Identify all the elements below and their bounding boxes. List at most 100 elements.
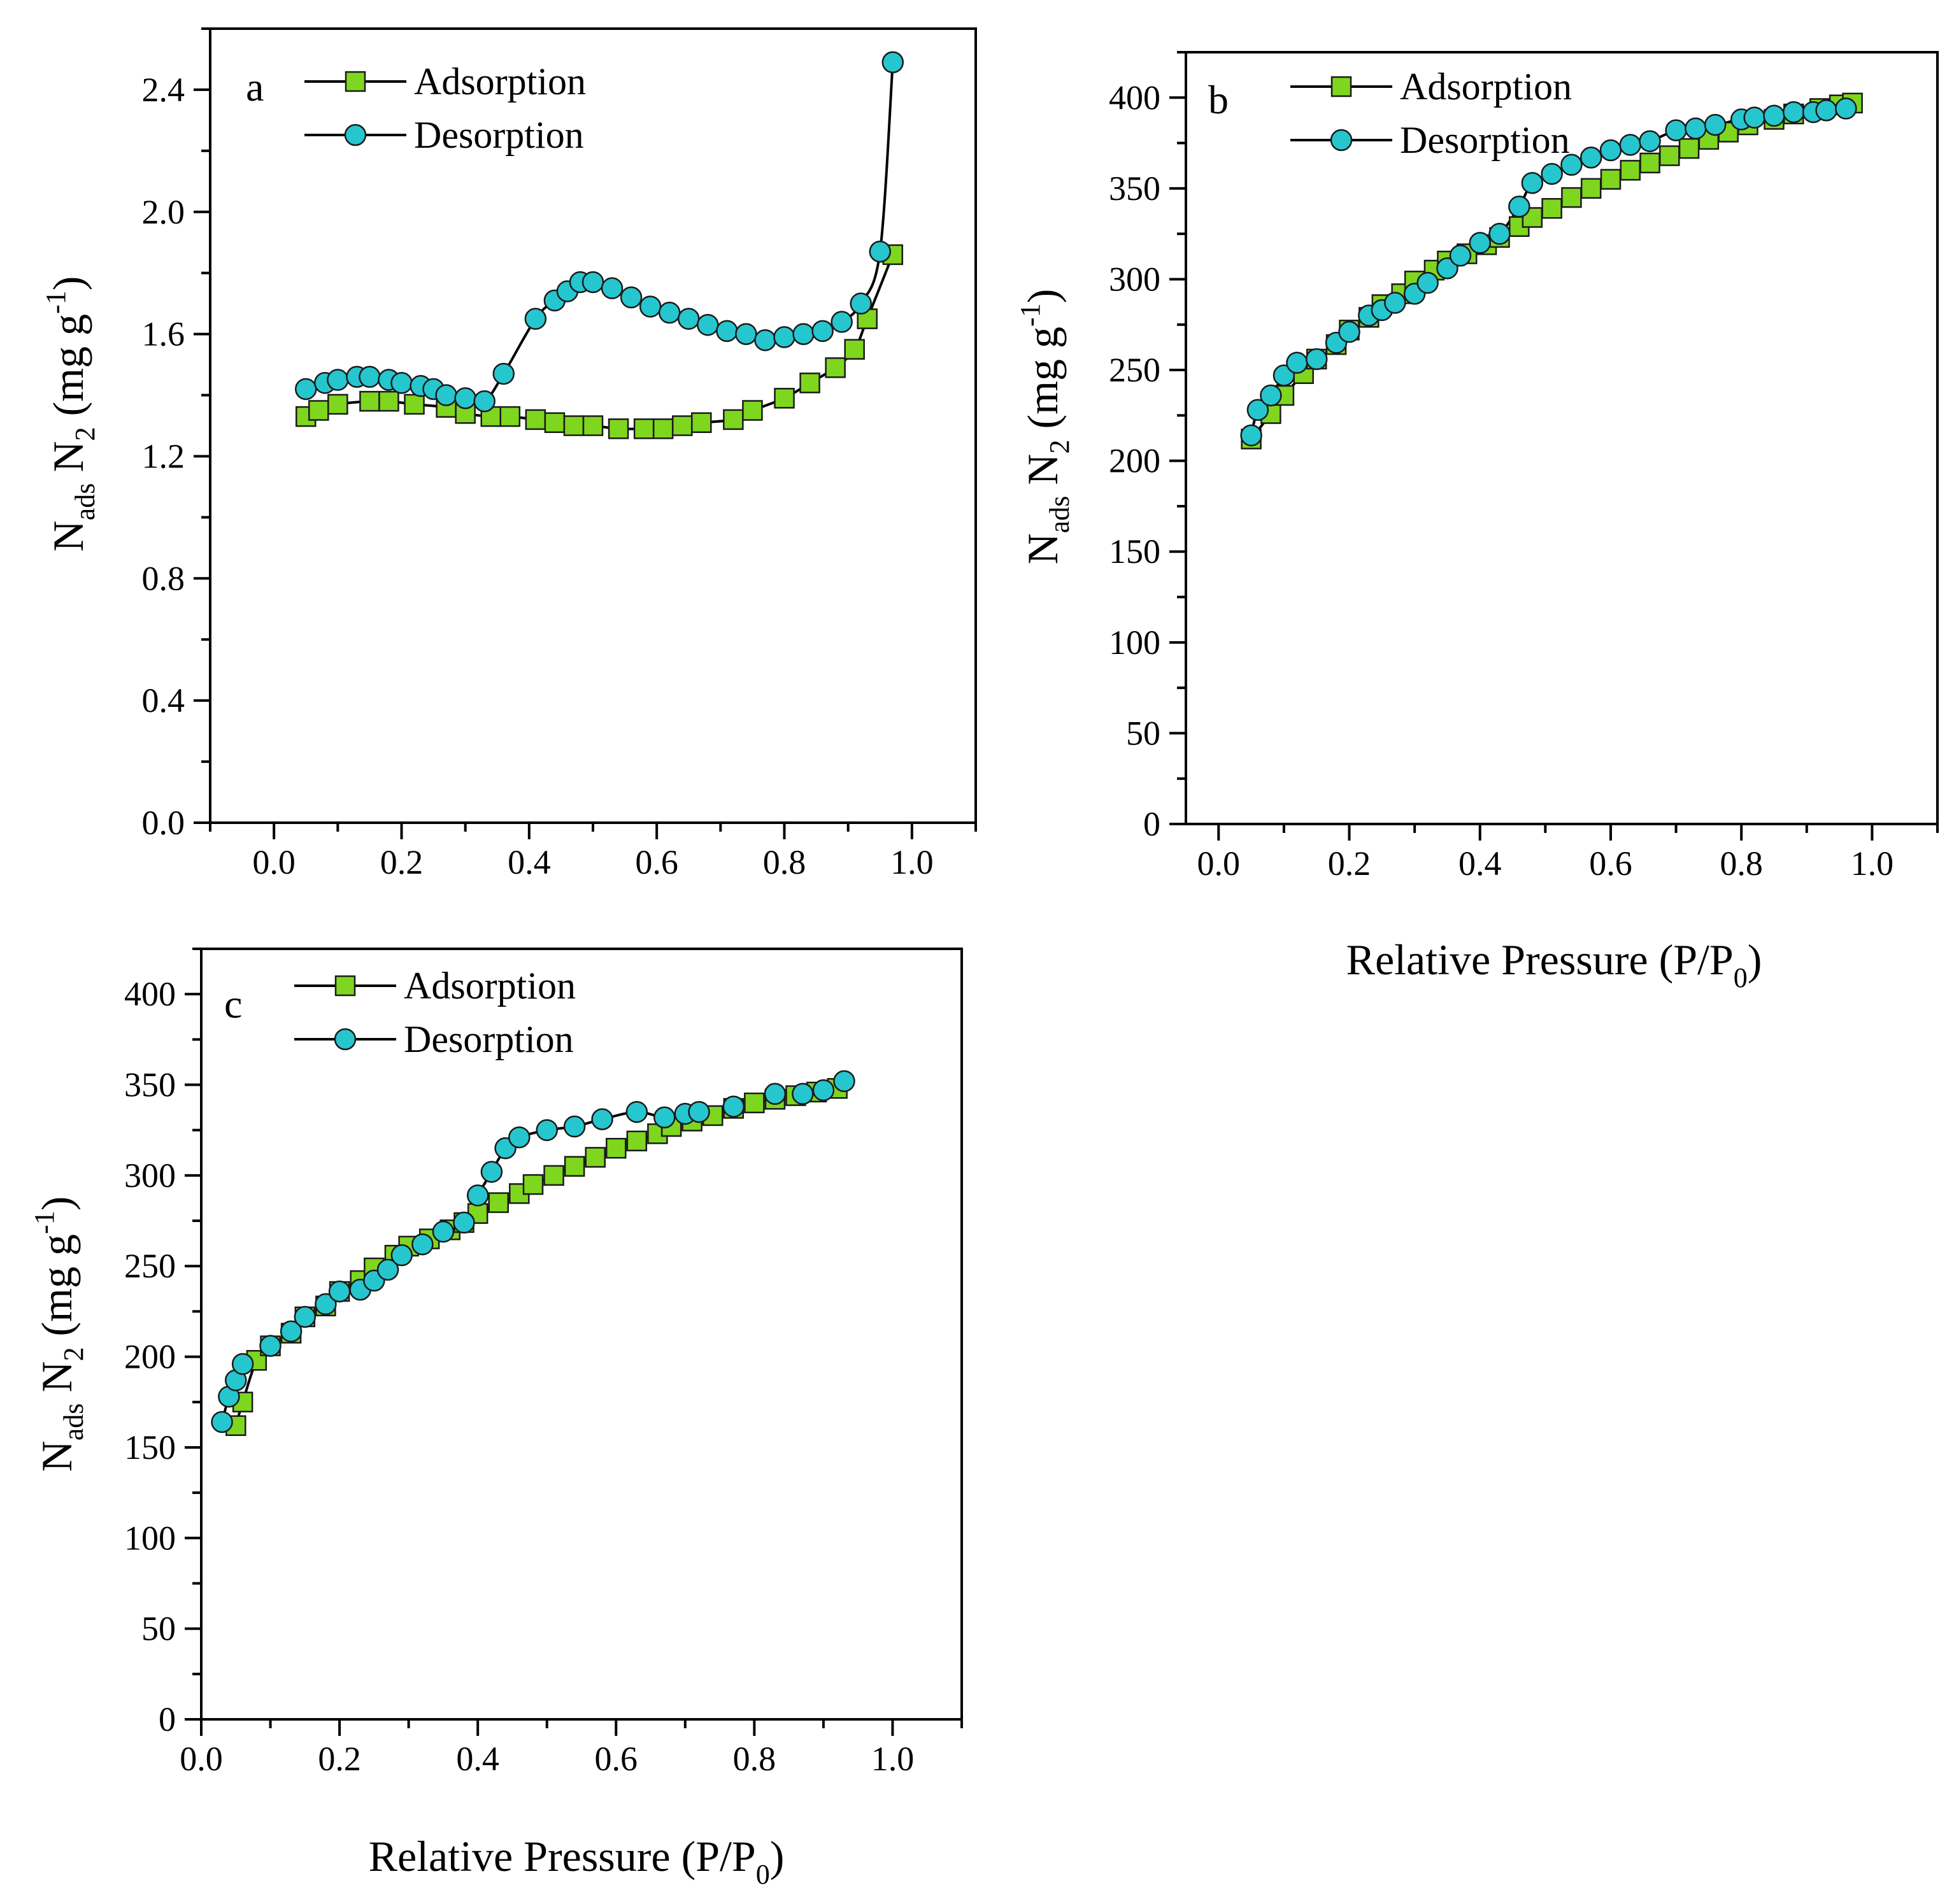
panel-b-adsorption-point	[1561, 187, 1582, 208]
panel-a-adsorption-point	[774, 388, 795, 409]
svg-text:Relative Pressure (P/P0): Relative Pressure (P/P0)	[369, 1832, 785, 1890]
panel-b-desorption-point	[1521, 172, 1544, 194]
panel-a-adsorption-point	[691, 412, 712, 433]
panel-a-desorption-point	[792, 323, 815, 345]
panel-c-plot-frame	[200, 948, 963, 1721]
panel-a-adsorption-point	[671, 415, 693, 436]
panel-c-desorption-point	[722, 1095, 745, 1118]
panel-b-legend-marker-desorption	[1330, 129, 1353, 152]
panel-b-adsorption-point	[1678, 138, 1700, 159]
panel-a-legend: Adsorption Desorption	[304, 60, 586, 156]
panel-a-desorption-point	[697, 313, 719, 336]
panel-c-desorption-point	[466, 1184, 489, 1207]
panel-b: 0.0 0.2 0.4 0.6 0.8 1.0 0 50 100 150 200 250 300 350 4…	[1015, 51, 1939, 993]
panel-c-legend: Adsorption Desorption	[294, 965, 576, 1060]
panel-c-desorption-point	[376, 1258, 399, 1281]
panel-b-x-tick-label: 1.0	[1851, 844, 1894, 883]
panel-a-desorption-point	[658, 301, 681, 324]
panel-c-desorption-point	[294, 1305, 317, 1328]
panel-a-y-tick-label: 2.0	[142, 193, 185, 231]
panel-c-adsorption-point	[488, 1192, 509, 1213]
panel-b-desorption-point	[1305, 348, 1328, 371]
panel-b-adsorption-point	[1659, 145, 1680, 166]
panel-c-legend-label-desorption: Desorption	[404, 1018, 574, 1060]
panel-b-desorption-point	[1436, 257, 1458, 280]
panel-a-desorption-point	[735, 323, 757, 345]
panel-a-desorption-point	[620, 286, 643, 309]
panel-c-series	[211, 1070, 855, 1437]
panel-a-desorption-point	[473, 390, 496, 413]
panel-c-legend-label-adsorption: Adsorption	[404, 965, 576, 1007]
panel-a-adsorption-point	[404, 394, 425, 415]
panel-b-desorption-point	[1599, 139, 1622, 162]
panel-c-desorption-point	[390, 1244, 413, 1267]
panel-b-x-tick-label: 0.6	[1589, 844, 1632, 883]
panel-b-y-tick-label: 150	[1109, 532, 1160, 571]
panel-c: 0.0 0.2 0.4 0.6 0.8 1.0 0 50 100 150 200 250 300 350 4…	[29, 948, 963, 1890]
panel-c-desorption-point	[508, 1126, 531, 1149]
panel-a-adsorption-point	[825, 357, 846, 378]
panel-b-desorption-point	[1338, 320, 1360, 343]
panel-b-label: b	[1208, 77, 1229, 122]
panel-a-desorption-point	[881, 51, 904, 74]
panel-c-x-tick-label: 0.8	[733, 1740, 776, 1778]
panel-c-desorption-point	[563, 1115, 586, 1138]
panel-b-adsorption-point	[1580, 178, 1602, 199]
panel-c-desorption-point	[812, 1079, 835, 1102]
panel-b-desorption-point	[1246, 399, 1269, 422]
panel-a-series	[295, 51, 904, 439]
panel-c-axes: 0.0 0.2 0.4 0.6 0.8 1.0 0 50 100 150 200 250 300 350 4…	[124, 948, 963, 1778]
panel-b-desorption-point	[1488, 222, 1511, 245]
panel-b-desorption-point	[1416, 271, 1439, 294]
panel-b-x-tick-label: 0.4	[1458, 844, 1502, 883]
panel-a-adsorption-point	[308, 400, 329, 421]
panel-c-y-tick-label: 100	[124, 1519, 176, 1557]
panel-c-x-tick-label: 0.6	[595, 1740, 638, 1778]
panel-b-desorption-point	[1449, 245, 1472, 267]
panel-b-axes: 0.0 0.2 0.4 0.6 0.8 1.0 0 50 100 150 200 250 300 350 4…	[1109, 51, 1939, 883]
panel-c-desorption-point	[833, 1070, 855, 1093]
panel-c-label: c	[224, 981, 242, 1027]
panel-a-desorption-point	[678, 308, 700, 330]
panel-a-adsorption-point	[799, 373, 820, 394]
panel-a-legend-label-adsorption: Adsorption	[414, 60, 586, 103]
panel-a-desorption-point	[492, 362, 515, 385]
panel-a-y-tick-label: 0.8	[142, 559, 185, 597]
panel-a: 0.0 0.2 0.4 0.6 0.8 1.00.00.40.81.21.62.02.4 …	[40, 27, 977, 881]
panel-a-adsorption-point	[633, 418, 655, 439]
panel-b-desorption-point	[1665, 119, 1687, 141]
panel-c-adsorption-point	[564, 1156, 585, 1177]
panel-c-legend-marker-adsorption	[334, 975, 356, 997]
panel-b-y-tick-label: 400	[1109, 78, 1160, 117]
panel-a-x-tick-label: 1.0	[890, 843, 934, 881]
panel-a-desorption-point	[295, 378, 317, 401]
panel-c-desorption-point	[625, 1100, 648, 1123]
panel-a-legend-label-desorption: Desorption	[414, 114, 584, 156]
panel-a-desorption-point	[811, 320, 834, 343]
panel-c-y-tick-label: 50	[141, 1610, 176, 1648]
panel-c-x-tick-label: 0.0	[180, 1740, 223, 1778]
panel-b-desorption-point	[1541, 162, 1563, 185]
panel-a-desorption-point	[850, 292, 872, 315]
panel-a-x-tick-label: 0.6	[635, 843, 678, 881]
panel-c-legend-marker-desorption	[334, 1028, 357, 1051]
panel-c-desorption-point	[315, 1293, 337, 1316]
panel-b-x-tick-label: 0.0	[1197, 844, 1241, 883]
panel-c-desorption-point	[280, 1320, 303, 1342]
panel-a-desorption-point	[390, 372, 413, 394]
panel-c-desorption-point	[764, 1083, 787, 1105]
panel-b-plot-frame	[1185, 51, 1939, 825]
panel-b-y-axis-title: Nads N2 (mg g-1)	[1015, 289, 1075, 565]
panel-b-desorption-point	[1384, 292, 1406, 314]
panel-c-adsorption-line	[234, 1087, 838, 1426]
panel-a-adsorption-point	[359, 390, 380, 412]
panel-b-desorption-point	[1743, 106, 1765, 129]
panel-c-x-tick-label: 1.0	[871, 1740, 915, 1778]
panel-c-desorption-point	[411, 1233, 434, 1256]
panel-b-x-axis-title: Relative Pressure (P/P0)	[1346, 935, 1762, 993]
panel-c-desorption-point	[211, 1410, 233, 1433]
panel-a-adsorption-point	[723, 409, 744, 430]
panel-b-adsorption-point	[1541, 198, 1562, 219]
panel-a-adsorption-point	[742, 400, 763, 421]
panel-b-y-tick-label: 200	[1109, 442, 1160, 480]
